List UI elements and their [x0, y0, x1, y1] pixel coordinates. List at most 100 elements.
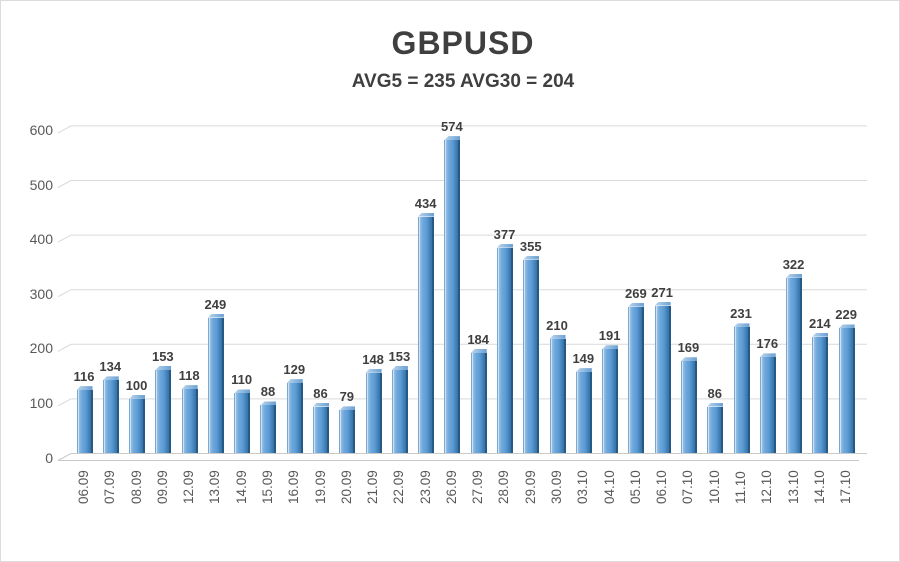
bar-value-label: 116 — [73, 369, 95, 385]
x-axis-label: 15.09 — [259, 470, 275, 504]
bar-value-label: 169 — [677, 340, 700, 356]
bar — [628, 306, 645, 454]
x-axis-label: 12.10 — [759, 470, 775, 504]
gridline — [57, 289, 867, 298]
bar — [759, 357, 776, 454]
bar-value-label: 269 — [625, 285, 647, 301]
x-axis-label: 07.10 — [680, 470, 696, 504]
bar — [260, 405, 277, 454]
x-axis-label: 10.10 — [706, 470, 722, 504]
x-axis-label: 13.09 — [207, 470, 223, 504]
x-axis-label: 04.10 — [601, 470, 617, 504]
bar-value-label: 214 — [808, 315, 831, 331]
bar — [76, 390, 93, 454]
x-axis-label: 13.10 — [785, 470, 801, 504]
x-axis-label: 07.09 — [102, 470, 118, 504]
x-axis-label: 23.09 — [417, 470, 433, 504]
chart-subtitle: AVG5 = 235 AVG30 = 204 — [351, 71, 575, 92]
bar-value-label: 271 — [651, 284, 673, 300]
bar — [339, 410, 356, 454]
bar — [812, 336, 829, 454]
y-axis-label: 0 — [45, 449, 53, 466]
bar — [707, 406, 724, 454]
bar — [365, 372, 382, 454]
bar-value-label: 148 — [362, 351, 384, 367]
gridline — [57, 234, 867, 243]
bar — [575, 372, 592, 454]
bar-value-label: 355 — [519, 238, 542, 254]
x-axis-label: 19.09 — [312, 470, 328, 504]
bar-value-label: 184 — [467, 332, 490, 348]
bar-value-label: 100 — [125, 377, 148, 393]
gridline — [57, 180, 867, 188]
bar — [523, 259, 540, 454]
bar-value-label: 86 — [707, 385, 722, 401]
bar — [391, 369, 408, 454]
bar-value-label: 129 — [283, 362, 306, 378]
bar-value-label: 134 — [99, 359, 122, 375]
bar-value-label: 153 — [151, 348, 174, 364]
bar-value-label: 231 — [730, 306, 752, 322]
x-axis-label: 09.09 — [154, 470, 170, 504]
bar-value-label: 153 — [388, 348, 411, 364]
bar — [181, 389, 198, 454]
x-axis-label: 22.09 — [391, 470, 407, 504]
gridline — [57, 343, 867, 352]
bar-value-label: 118 — [178, 368, 200, 384]
bar — [654, 305, 671, 454]
bar-value-label: 86 — [313, 385, 328, 401]
bar — [549, 338, 566, 454]
bar — [470, 353, 487, 454]
x-axis-label: 28.09 — [496, 470, 512, 504]
bar-value-label: 229 — [835, 307, 857, 323]
bar-value-label: 210 — [546, 317, 568, 333]
floor-back-line — [57, 453, 867, 461]
bar-value-label: 88 — [260, 384, 276, 400]
x-axis-label: 08.09 — [128, 470, 144, 504]
bar-value-label: 434 — [414, 195, 437, 211]
x-axis-label: 20.09 — [338, 470, 354, 504]
x-axis-label: 21.09 — [365, 470, 381, 504]
bar — [444, 140, 461, 454]
bar — [418, 216, 435, 454]
bar — [786, 277, 803, 454]
bar — [102, 380, 119, 454]
bar-value-label: 79 — [339, 389, 355, 405]
bar-value-label: 322 — [782, 256, 805, 272]
x-axis-label: 06.10 — [654, 470, 670, 504]
x-axis-label: 03.10 — [575, 470, 591, 504]
y-axis-label: 100 — [29, 394, 53, 411]
x-axis-label: 29.09 — [522, 470, 538, 504]
x-axis-label: 27.09 — [470, 470, 486, 504]
bar — [838, 328, 855, 454]
x-axis-label: 06.09 — [76, 470, 91, 504]
x-axis-label: 30.09 — [549, 470, 565, 504]
x-axis-label: 26.09 — [443, 470, 459, 504]
x-axis-label: 12.09 — [181, 470, 197, 504]
y-axis-label: 400 — [29, 231, 53, 248]
y-axis-label: 500 — [29, 176, 53, 193]
y-axis-label: 200 — [29, 340, 53, 357]
bar — [129, 398, 146, 454]
bar-value-label: 149 — [572, 351, 595, 367]
bar — [602, 349, 619, 454]
x-axis-label: 14.09 — [233, 470, 249, 504]
y-axis-label: 600 — [29, 121, 53, 138]
x-axis-label: 17.10 — [838, 470, 854, 504]
bar — [496, 247, 513, 454]
x-axis-label: 16.09 — [286, 470, 302, 504]
bar-value-label: 377 — [493, 226, 516, 242]
bar — [207, 317, 224, 454]
bar-value-label: 249 — [204, 296, 227, 312]
bar — [680, 361, 697, 454]
x-axis-label: 05.10 — [627, 470, 643, 504]
bar — [313, 406, 330, 454]
x-axis-label: 11.10 — [733, 471, 748, 504]
bar-value-label: 191 — [598, 328, 621, 344]
y-axis-label: 300 — [29, 285, 53, 302]
bar — [155, 369, 172, 454]
bar — [733, 327, 750, 454]
